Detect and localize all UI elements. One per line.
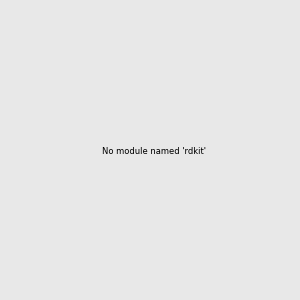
- Text: No module named 'rdkit': No module named 'rdkit': [102, 147, 206, 156]
